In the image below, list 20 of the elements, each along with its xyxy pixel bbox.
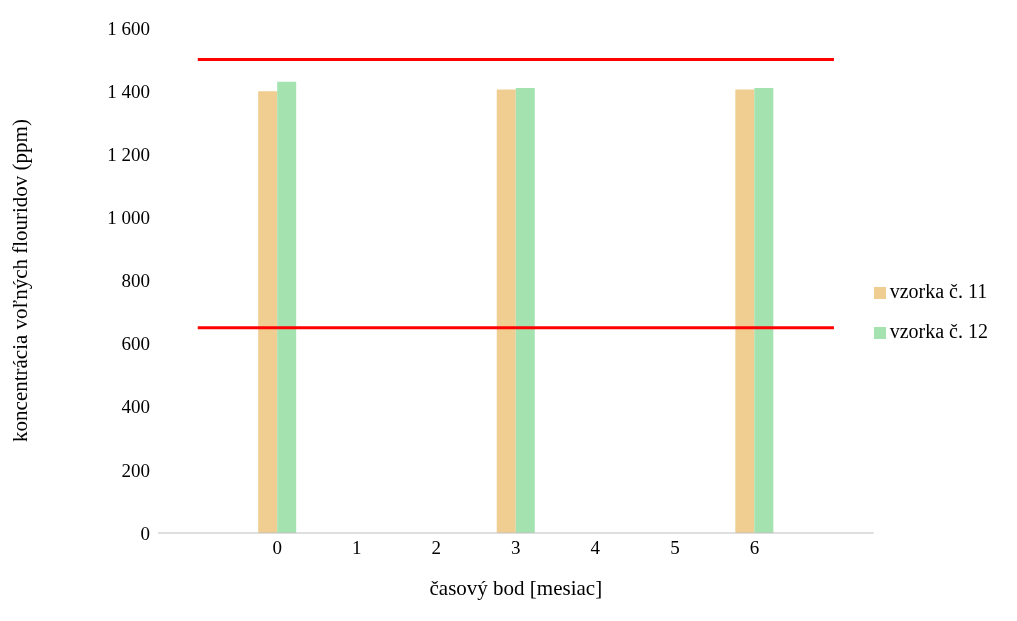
x-tick-label: 5	[670, 537, 680, 559]
x-tick-label: 0	[272, 537, 283, 559]
x-tick-label: 6	[749, 537, 760, 559]
x-tick-label: 4	[590, 537, 601, 559]
y-tick-label: 1 200	[107, 143, 150, 165]
y-tick-label: 1 000	[107, 207, 150, 229]
x-tick-label: 3	[511, 537, 521, 559]
legend-label: vzorka č. 11	[889, 279, 988, 302]
x-tick-label: 2	[431, 537, 442, 559]
y-tick-label: 800	[121, 270, 150, 292]
y-tick-label: 600	[121, 333, 150, 355]
y-tick-label: 1 600	[107, 17, 150, 39]
y-tick-label: 1 400	[107, 80, 150, 102]
y-axis-title: koncentrácia voľných flouridov (ppm)	[8, 119, 33, 442]
y-tick-label: 400	[121, 396, 150, 418]
x-axis-title: časový bod [mesiac]	[429, 576, 603, 600]
y-tick-label: 200	[121, 459, 150, 481]
legend-label: vzorka č. 12	[889, 319, 988, 342]
y-tick-label: 0	[140, 522, 150, 544]
x-tick-label: 1	[352, 537, 362, 559]
